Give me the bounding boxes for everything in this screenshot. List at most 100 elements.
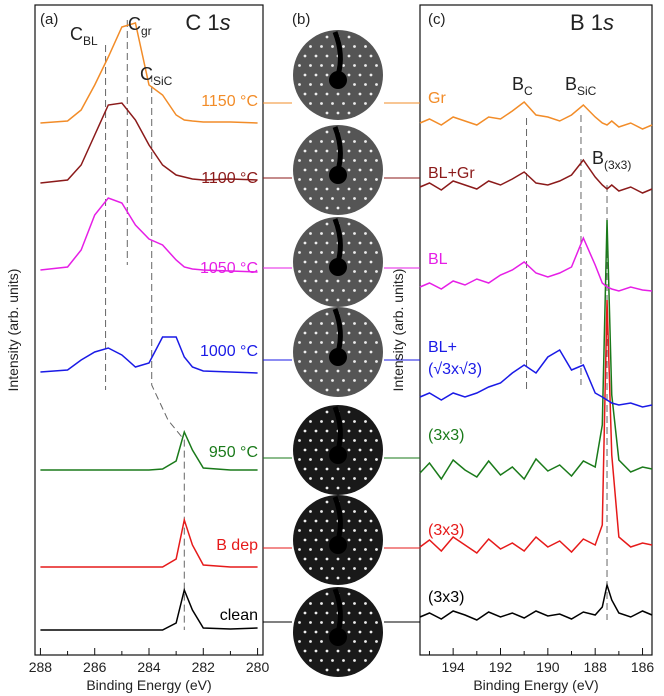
leed-spot xyxy=(347,557,351,561)
leed-spot xyxy=(358,187,362,191)
leed-spot xyxy=(320,197,323,200)
leed-spot xyxy=(353,529,356,532)
beam-stop xyxy=(329,166,347,184)
leed-spot xyxy=(303,630,307,634)
leed-spot xyxy=(342,341,345,344)
leed-spot xyxy=(303,168,307,172)
leed-spot xyxy=(325,279,329,283)
leed-spot xyxy=(342,45,345,48)
leed-spot xyxy=(325,130,329,134)
leed-spot xyxy=(364,510,367,513)
leed-spot xyxy=(342,197,345,200)
leed-spot xyxy=(375,251,378,254)
leed-spot xyxy=(314,538,318,542)
leed-spot xyxy=(325,260,329,264)
spectrum xyxy=(40,429,258,471)
spectrum xyxy=(419,236,653,292)
leed-spot xyxy=(358,538,362,542)
leed-spot xyxy=(303,187,307,191)
leed-spot xyxy=(325,312,329,316)
leed-spot xyxy=(314,92,318,96)
leed-image xyxy=(263,587,420,677)
leed-spot xyxy=(342,567,345,570)
leed-spot xyxy=(325,448,329,452)
panel-label: (c) xyxy=(428,11,446,28)
leed-spot xyxy=(369,331,373,335)
leed-spot xyxy=(342,64,345,67)
leed-spot xyxy=(320,420,323,423)
x-tick-label: 194 xyxy=(441,659,465,675)
leed-spot xyxy=(369,73,373,77)
leed-spot xyxy=(369,448,373,452)
leed-spot xyxy=(331,102,334,105)
leed-spot xyxy=(325,92,329,96)
series-label: B dep xyxy=(216,537,258,554)
leed-image xyxy=(263,217,420,307)
spectrum xyxy=(419,100,653,130)
leed-spot xyxy=(375,439,378,442)
spectrum xyxy=(40,517,258,568)
series-label: 1150 °C xyxy=(201,93,258,110)
leed-spot xyxy=(353,232,356,235)
leed-spot xyxy=(342,251,345,254)
leed-spot xyxy=(325,500,329,504)
leed-spot xyxy=(298,548,301,551)
leed-spot xyxy=(298,178,301,181)
annotation-text: C xyxy=(140,64,153,84)
annotation-sub: C xyxy=(524,84,533,98)
leed-spot xyxy=(347,500,351,504)
title-italic: s xyxy=(603,10,614,35)
leed-spot xyxy=(320,602,323,605)
leed-spot xyxy=(309,510,312,513)
annotation-text: B xyxy=(565,74,577,94)
leed-spot xyxy=(369,241,373,245)
leed-spot xyxy=(364,159,367,162)
leed-spot xyxy=(358,168,362,172)
panel-label: (b) xyxy=(292,11,310,28)
leed-image xyxy=(263,307,420,397)
leed-spot xyxy=(331,341,334,344)
leed-spot xyxy=(369,369,373,373)
leed-spot xyxy=(347,241,351,245)
leed-spot xyxy=(369,350,373,354)
leed-spot xyxy=(347,222,351,226)
leed-spot xyxy=(325,73,329,77)
leed-spot xyxy=(364,640,367,643)
leed-spot xyxy=(353,270,356,273)
annotation-text: C xyxy=(70,24,83,44)
leed-spot xyxy=(320,360,323,363)
leed-spot xyxy=(298,251,301,254)
leed-spot xyxy=(325,35,329,39)
leed-spot xyxy=(364,232,367,235)
leed-spot xyxy=(347,331,351,335)
leed-spot xyxy=(336,369,340,373)
leed-spot xyxy=(309,289,312,292)
leed-spot xyxy=(375,360,378,363)
leed-spot xyxy=(303,557,307,561)
leed-spot xyxy=(347,486,351,490)
leed-spot xyxy=(309,64,312,67)
leed-spot xyxy=(364,83,367,86)
y-axis-label: Intensity (arb. units) xyxy=(390,269,406,392)
series-label: clean xyxy=(220,607,258,624)
leed-spot xyxy=(347,429,351,433)
leed-spot xyxy=(303,350,307,354)
leed-spot xyxy=(364,529,367,532)
leed-spot xyxy=(375,529,378,532)
leed-spot xyxy=(314,429,318,433)
leed-spot xyxy=(331,420,334,423)
leed-spot xyxy=(320,140,323,143)
leed-spot xyxy=(314,260,318,264)
series-label: BL+Gr xyxy=(428,165,475,182)
leed-spot xyxy=(358,149,362,153)
leed-spot xyxy=(358,467,362,471)
beam-stop xyxy=(329,71,347,89)
beam-stop xyxy=(329,258,347,276)
spectrum xyxy=(40,336,258,374)
leed-spot xyxy=(325,429,329,433)
leed-spot xyxy=(353,602,356,605)
series-label: 1000 °C xyxy=(200,343,258,360)
leed-spot xyxy=(364,379,367,382)
leed-spot xyxy=(303,149,307,153)
